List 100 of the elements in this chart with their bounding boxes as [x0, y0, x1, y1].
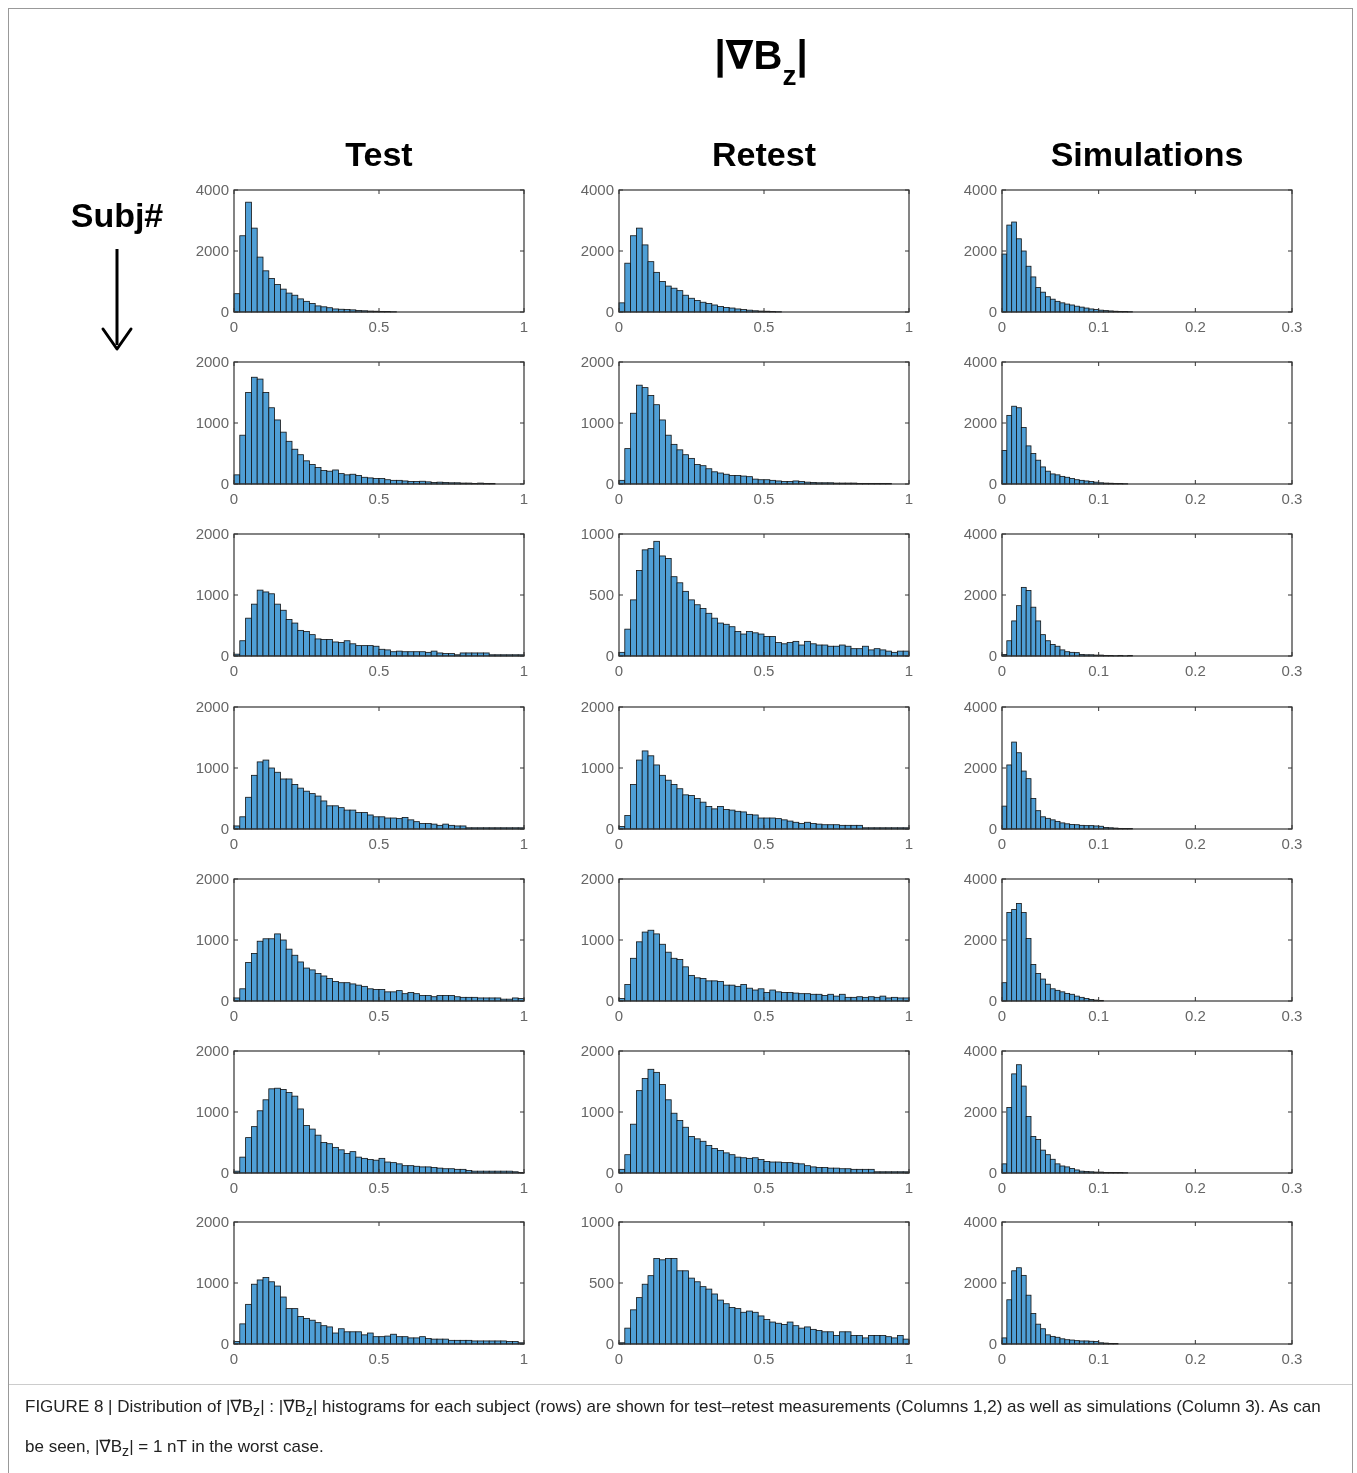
y-tick-label: 500 — [588, 1274, 614, 1291]
x-tick-label: 0.2 — [1184, 1179, 1206, 1196]
y-tick-label: 4000 — [580, 181, 614, 198]
x-tick-label: 0.5 — [753, 662, 775, 679]
chart-title: Test — [345, 135, 413, 173]
y-tick-label: 0 — [220, 1335, 229, 1352]
x-tick-label: 0.5 — [368, 662, 390, 679]
x-tick-label: 1 — [519, 1179, 529, 1196]
y-tick-label: 1000 — [580, 759, 614, 776]
x-tick-label: 1 — [519, 318, 529, 335]
x-tick-label: 0.3 — [1281, 1007, 1303, 1024]
y-tick-label: 0 — [605, 992, 614, 1009]
x-tick-label: 1 — [519, 662, 529, 679]
x-tick-label: 0.2 — [1184, 490, 1206, 507]
y-tick-label: 0 — [220, 647, 229, 664]
x-tick-label: 0.5 — [368, 318, 390, 335]
y-tick-label: 1000 — [580, 414, 614, 431]
y-tick-label: 4000 — [195, 181, 229, 198]
x-tick-label: 0.1 — [1088, 1007, 1110, 1024]
x-tick-label: 0.5 — [753, 1350, 775, 1367]
y-tick-label: 0 — [220, 303, 229, 320]
x-tick-label: 0.1 — [1088, 318, 1110, 335]
y-tick-label: 2000 — [195, 525, 229, 542]
y-tick-label: 1000 — [580, 1103, 614, 1120]
x-tick-label: 1 — [904, 1179, 914, 1196]
y-tick-label: 0 — [605, 475, 614, 492]
y-tick-label: 1000 — [580, 525, 614, 542]
y-tick-label: 2000 — [195, 1042, 229, 1059]
y-tick-label: 2000 — [963, 1274, 997, 1291]
y-tick-label: 0 — [988, 647, 997, 664]
y-tick-label: 0 — [988, 1164, 997, 1181]
chart-title: Simulations — [1050, 135, 1244, 173]
y-tick-label: 0 — [988, 1335, 997, 1352]
x-tick-label: 1 — [904, 1350, 914, 1367]
x-tick-label: 0.2 — [1184, 662, 1206, 679]
y-tick-label: 2000 — [963, 759, 997, 776]
x-tick-label: 1 — [519, 1007, 529, 1024]
y-tick-label: 0 — [988, 475, 997, 492]
x-tick-label: 1 — [904, 662, 914, 679]
chart-title: Retest — [712, 135, 816, 173]
y-tick-label: 2000 — [580, 242, 614, 259]
y-tick-label: 0 — [988, 303, 997, 320]
y-tick-label: 0 — [220, 820, 229, 837]
x-tick-label: 0.5 — [368, 1350, 390, 1367]
x-tick-label: 1 — [904, 1007, 914, 1024]
x-tick-label: 0.5 — [753, 490, 775, 507]
y-tick-label: 2000 — [963, 414, 997, 431]
y-tick-label: 2000 — [195, 870, 229, 887]
y-tick-label: 0 — [220, 475, 229, 492]
x-tick-label: 0.5 — [368, 835, 390, 852]
x-tick-label: 0.1 — [1088, 835, 1110, 852]
x-tick-label: 0.3 — [1281, 490, 1303, 507]
x-tick-label: 0.5 — [753, 318, 775, 335]
x-tick-label: 0.3 — [1281, 1350, 1303, 1367]
y-tick-label: 4000 — [963, 1213, 997, 1230]
x-tick-label: 0.5 — [753, 1007, 775, 1024]
y-tick-label: 4000 — [963, 870, 997, 887]
text: Subj# — [70, 196, 164, 234]
text: |∇B$_{z}$| — [714, 33, 808, 91]
y-tick-label: 0 — [605, 1335, 614, 1352]
y-tick-label: 2000 — [963, 242, 997, 259]
x-tick-label: 0.2 — [1184, 1007, 1206, 1024]
x-tick-label: 0.5 — [368, 1179, 390, 1196]
y-tick-label: 2000 — [195, 242, 229, 259]
y-tick-label: 1000 — [195, 1103, 229, 1120]
y-tick-label: 0 — [988, 992, 997, 1009]
x-tick-label: 0.2 — [1184, 1350, 1206, 1367]
x-tick-label: 0.5 — [753, 835, 775, 852]
x-tick-label: 0.1 — [1088, 1350, 1110, 1367]
x-tick-label: 0.1 — [1088, 662, 1110, 679]
y-tick-label: 2000 — [963, 931, 997, 948]
x-tick-label: 0.2 — [1184, 835, 1206, 852]
y-tick-label: 2000 — [580, 353, 614, 370]
y-tick-label: 4000 — [963, 353, 997, 370]
y-tick-label: 4000 — [963, 1042, 997, 1059]
y-tick-label: 1000 — [195, 414, 229, 431]
x-tick-label: 0.5 — [753, 1179, 775, 1196]
y-tick-label: 0 — [988, 820, 997, 837]
y-tick-label: 2000 — [580, 1042, 614, 1059]
x-tick-label: 0.2 — [1184, 318, 1206, 335]
x-tick-label: 0.1 — [1088, 1179, 1110, 1196]
x-tick-label: 0.5 — [368, 1007, 390, 1024]
x-tick-label: 0.3 — [1281, 1179, 1303, 1196]
y-tick-label: 0 — [605, 1164, 614, 1181]
y-tick-label: 0 — [605, 303, 614, 320]
text: FIGURE 8 | Distribution of |∇⃗B$_{z}$| : |∇⃗B$_{z}$| histograms for each subject (rows) are shown for test–retest measurements (Columns 1,2) as well as simulations (Column 3). As can be seen, |∇⃗B$_{z}$| = 1 nT in the worst case. — [25, 1397, 1321, 1460]
x-tick-label: 0.3 — [1281, 662, 1303, 679]
y-tick-label: 2000 — [195, 698, 229, 715]
y-tick-label: 4000 — [963, 181, 997, 198]
y-tick-label: 500 — [588, 586, 614, 603]
y-tick-label: 2000 — [580, 698, 614, 715]
y-tick-label: 1000 — [580, 1213, 614, 1230]
y-tick-label: 1000 — [195, 1274, 229, 1291]
y-tick-label: 1000 — [195, 931, 229, 948]
x-tick-label: 1 — [904, 835, 914, 852]
y-tick-label: 2000 — [195, 1213, 229, 1230]
y-tick-label: 0 — [605, 820, 614, 837]
y-tick-label: 1000 — [195, 759, 229, 776]
y-tick-label: 1000 — [580, 931, 614, 948]
y-tick-label: 2000 — [195, 353, 229, 370]
